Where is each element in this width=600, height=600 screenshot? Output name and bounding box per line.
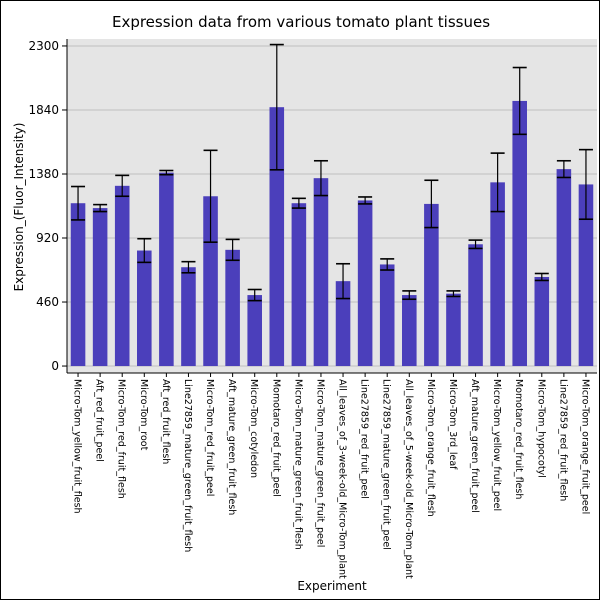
error-bars (71, 43, 593, 302)
bar (424, 203, 439, 367)
x-tick-label: Aft_red_fruit_flesh (160, 379, 171, 464)
y-tick-label: 920 (36, 231, 59, 245)
x-tick-label: Aft_mature_green_fruit_peel (469, 379, 480, 513)
bar (159, 172, 174, 367)
bar (468, 244, 483, 367)
bar (357, 200, 373, 367)
bar (534, 276, 550, 367)
x-tick-label: Micro-Tom_3rd_leaf (447, 379, 458, 470)
bar (402, 295, 417, 367)
x-tick-label: Aft_red_fruit_peel (94, 379, 105, 462)
x-axis-ticks: Micro-Tom_yellow_fruit_flesh Aft_red_frui… (72, 373, 590, 579)
bar (181, 267, 196, 367)
y-axis-label: Expression_(Fluor_Intensity) (12, 123, 26, 292)
bar (114, 185, 130, 367)
bar (512, 100, 527, 367)
y-tick-label: 1840 (28, 103, 59, 117)
x-tick-label: Micro-Tom_orange_fruit_peel (579, 379, 590, 514)
bar (269, 107, 285, 367)
x-tick-label: Micro-Tom_root (138, 379, 149, 451)
grid-lines (67, 45, 597, 367)
x-tick-label: Micro-Tom_hypocotyl (535, 379, 546, 478)
chart-title: Expression data from various tomato plan… (112, 13, 490, 31)
bar (225, 249, 240, 367)
x-tick-label: Line27859_mature_green_fruit_flesh (182, 379, 193, 552)
y-axis-ticks: 0 460 920 1380 1840 2300 (28, 39, 67, 373)
x-tick-label: Micro-Tom_cotyledon (248, 379, 259, 478)
bar (335, 281, 351, 367)
x-tick-label: Line27859_red_fruit_flesh (557, 379, 568, 501)
bar (578, 184, 594, 367)
x-tick-label: Line27859_mature_green_fruit_peel (381, 379, 392, 550)
plot-area (67, 39, 597, 373)
bar (70, 203, 86, 367)
x-tick-label: Aft_mature_green_fruit_flesh (226, 379, 237, 515)
bar (379, 264, 395, 367)
bar (446, 293, 461, 367)
x-tick-label: Micro-Tom_yellow_fruit_flesh (72, 379, 83, 514)
bar (137, 250, 152, 367)
x-tick-label: Micro-Tom_mature_green_fruit_peel (314, 379, 325, 547)
bar (247, 295, 262, 367)
y-tick-label: 460 (36, 295, 59, 309)
bar (291, 203, 307, 367)
x-tick-label: Micro-Tom_orange_fruit_flesh (425, 379, 436, 517)
y-tick-label: 0 (51, 359, 59, 373)
bar (490, 182, 505, 367)
x-tick-label: Momotaro_red_fruit_peel (270, 379, 281, 497)
x-tick-label: All_leaves_of_5-week-old_Micro-Tom_plant (403, 379, 414, 579)
bars (70, 100, 594, 367)
x-axis-label: Experiment (297, 579, 367, 593)
x-tick-label: Micro-Tom_mature_green_fruit_flesh (292, 379, 303, 550)
x-tick-label: All_leaves_of_3-week-old_Micro-Tom_plant (337, 379, 348, 579)
x-tick-label: Micro-Tom_yellow_fruit_peel (491, 379, 502, 511)
bar (556, 169, 572, 367)
y-tick-label: 2300 (28, 39, 59, 53)
bar (203, 196, 218, 367)
bar (313, 178, 329, 367)
y-tick-label: 1380 (28, 167, 59, 181)
bar (92, 208, 108, 367)
x-tick-label: Micro-Tom_red_fruit_flesh (116, 379, 127, 499)
x-tick-label: Line27859_red_fruit_peel (359, 379, 370, 499)
x-tick-label: Momotaro_red_fruit_flesh (513, 379, 524, 499)
x-tick-label: Micro-Tom_red_fruit_peel (204, 379, 215, 496)
